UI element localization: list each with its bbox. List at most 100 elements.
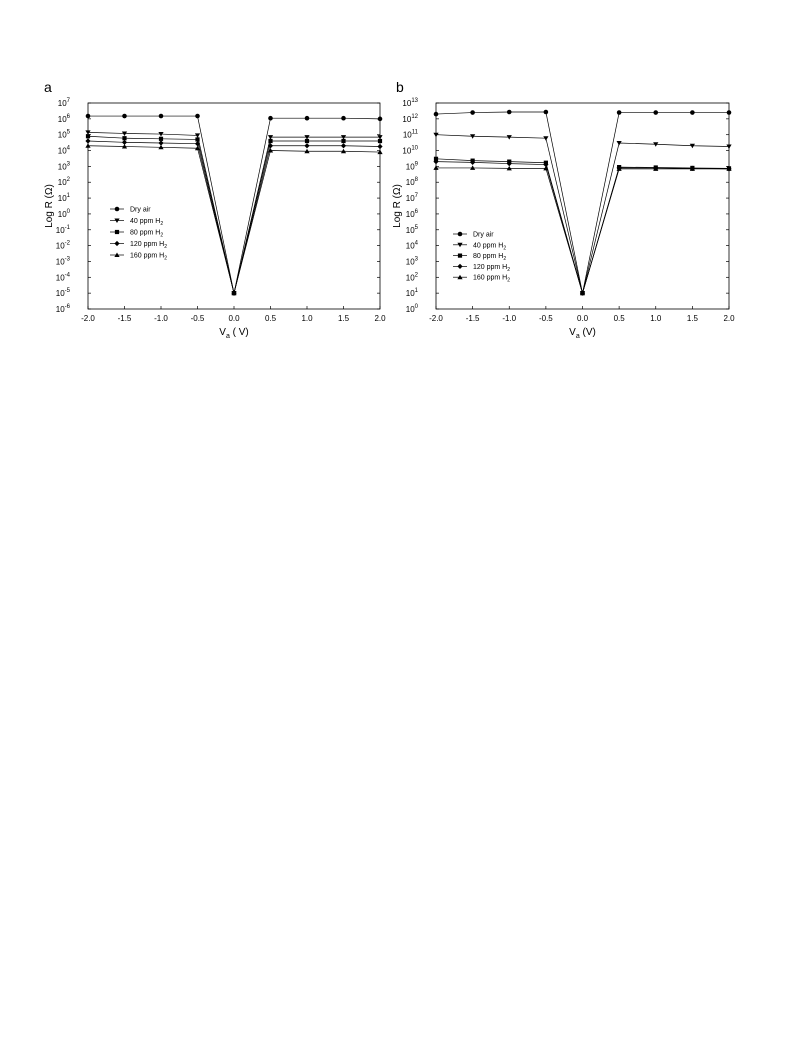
- x-tick-label: 2.0: [374, 314, 386, 323]
- data-point: [506, 165, 512, 171]
- data-point: [433, 165, 439, 170]
- data-point: [267, 148, 274, 153]
- x-axis-label: Va (V): [569, 327, 596, 340]
- y-tick-label: 1012: [402, 114, 418, 124]
- data-point: [433, 111, 439, 117]
- data-point: [653, 142, 659, 147]
- legend-label: 120 ppm H2: [473, 264, 510, 273]
- y-tick-label: 107: [406, 193, 419, 203]
- y-tick-label: 10-1: [56, 225, 71, 235]
- chart-panel-b: b 100 101 102 103 104 105 106 107 108 109 1010 1011 1…: [392, 79, 735, 340]
- legend-marker: [114, 218, 120, 223]
- data-point: [304, 138, 310, 144]
- x-tick-label: 0.0: [228, 314, 240, 323]
- y-tick-label: 1011: [403, 130, 419, 140]
- legend-marker: [457, 263, 463, 269]
- series-line: [435, 158, 730, 295]
- data-point: [341, 115, 346, 121]
- data-point: [85, 138, 91, 144]
- y-tick-label: 104: [58, 146, 71, 156]
- panel-label: b: [396, 79, 404, 95]
- y-tick-label: 107: [58, 98, 71, 108]
- y-tick-label: 10-5: [56, 288, 71, 298]
- data-point: [340, 135, 347, 140]
- legend-label: 120 ppm H2: [130, 241, 167, 250]
- legend: Dry air 40 ppm H2 80 ppm H2 120 ppm H2 160 p…: [453, 232, 510, 284]
- data-point: [506, 135, 512, 140]
- data-point: [470, 134, 476, 139]
- data-point: [195, 113, 200, 119]
- data-point: [689, 143, 695, 149]
- data-point: [726, 166, 732, 171]
- legend-entry: 160 ppm H2: [110, 252, 167, 262]
- legend-marker: [114, 252, 120, 257]
- data-point: [341, 138, 346, 144]
- data-point: [158, 132, 164, 137]
- data-point: [653, 110, 659, 115]
- data-point: [85, 134, 91, 139]
- data-point: [268, 115, 273, 121]
- data-point: [85, 113, 91, 119]
- legend-entry: 160 ppm H2: [453, 274, 510, 284]
- y-tick-label: 103: [406, 256, 419, 266]
- chart-panel-a: a 10-6 10-5 10-4 10-3 10-2 10-1 100 101 102 103 104…: [44, 79, 386, 340]
- y-tick-label: 108: [406, 177, 419, 187]
- x-tick-label: -1.5: [118, 314, 132, 323]
- data-point: [506, 160, 512, 167]
- y-tick-label: 105: [58, 130, 71, 140]
- x-tick-label: -1.0: [502, 314, 516, 323]
- data-point: [689, 166, 695, 171]
- panel-label: a: [44, 79, 52, 95]
- y-tick-label: 100: [58, 209, 71, 219]
- data-point: [726, 110, 732, 115]
- y-tick-label: 102: [58, 177, 71, 187]
- data-point: [304, 135, 310, 140]
- x-axis-label: Va ( V): [219, 327, 248, 340]
- data-point: [616, 166, 622, 171]
- data-point: [543, 136, 549, 141]
- legend-marker: [114, 240, 120, 247]
- x-tick-label: -0.5: [539, 314, 553, 323]
- x-tick-label: 1.5: [687, 314, 699, 323]
- y-tick-label: 106: [406, 209, 419, 219]
- legend-marker: [457, 242, 463, 248]
- y-tick-label: 10-4: [56, 272, 71, 282]
- legend-label: 160 ppm H2: [473, 275, 510, 284]
- y-tick-label: 1010: [402, 146, 418, 156]
- data-point: [158, 144, 164, 150]
- data-point: [122, 113, 127, 119]
- y-tick-label: 103: [58, 161, 71, 171]
- y-tick-label: 10-6: [56, 304, 71, 314]
- y-tick-label: 10-2: [56, 241, 71, 251]
- series-line: [435, 161, 730, 295]
- x-tick-label: 1.5: [338, 314, 350, 323]
- legend-entry: Dry air: [110, 207, 151, 214]
- data-point: [433, 159, 439, 165]
- data-point: [653, 166, 659, 171]
- data-point: [158, 113, 164, 119]
- legend-label: 80 ppm H2: [130, 230, 163, 239]
- legend-label: Dry air: [130, 207, 151, 214]
- data-point: [377, 143, 383, 150]
- data-point: [304, 143, 310, 149]
- x-tick-label: 2.0: [723, 314, 735, 323]
- data-point: [122, 136, 127, 141]
- data-point: [377, 138, 383, 144]
- data-point: [470, 165, 476, 170]
- series-1: [433, 132, 732, 296]
- y-tick-label: 109: [406, 161, 419, 171]
- data-point: [377, 116, 383, 122]
- data-point: [579, 290, 586, 296]
- data-point: [543, 109, 549, 115]
- legend-entry: 80 ppm H2: [110, 230, 163, 239]
- legend-entry: 80 ppm H2: [453, 253, 506, 262]
- data-point: [194, 133, 201, 138]
- x-tick-label: -2.0: [81, 314, 95, 323]
- x-tick-label: 0.0: [577, 314, 589, 323]
- x-tick-label: 1.0: [301, 314, 313, 323]
- data-point: [506, 109, 512, 115]
- data-point: [726, 144, 732, 149]
- series-4: [433, 165, 732, 296]
- legend-label: 160 ppm H2: [130, 253, 167, 262]
